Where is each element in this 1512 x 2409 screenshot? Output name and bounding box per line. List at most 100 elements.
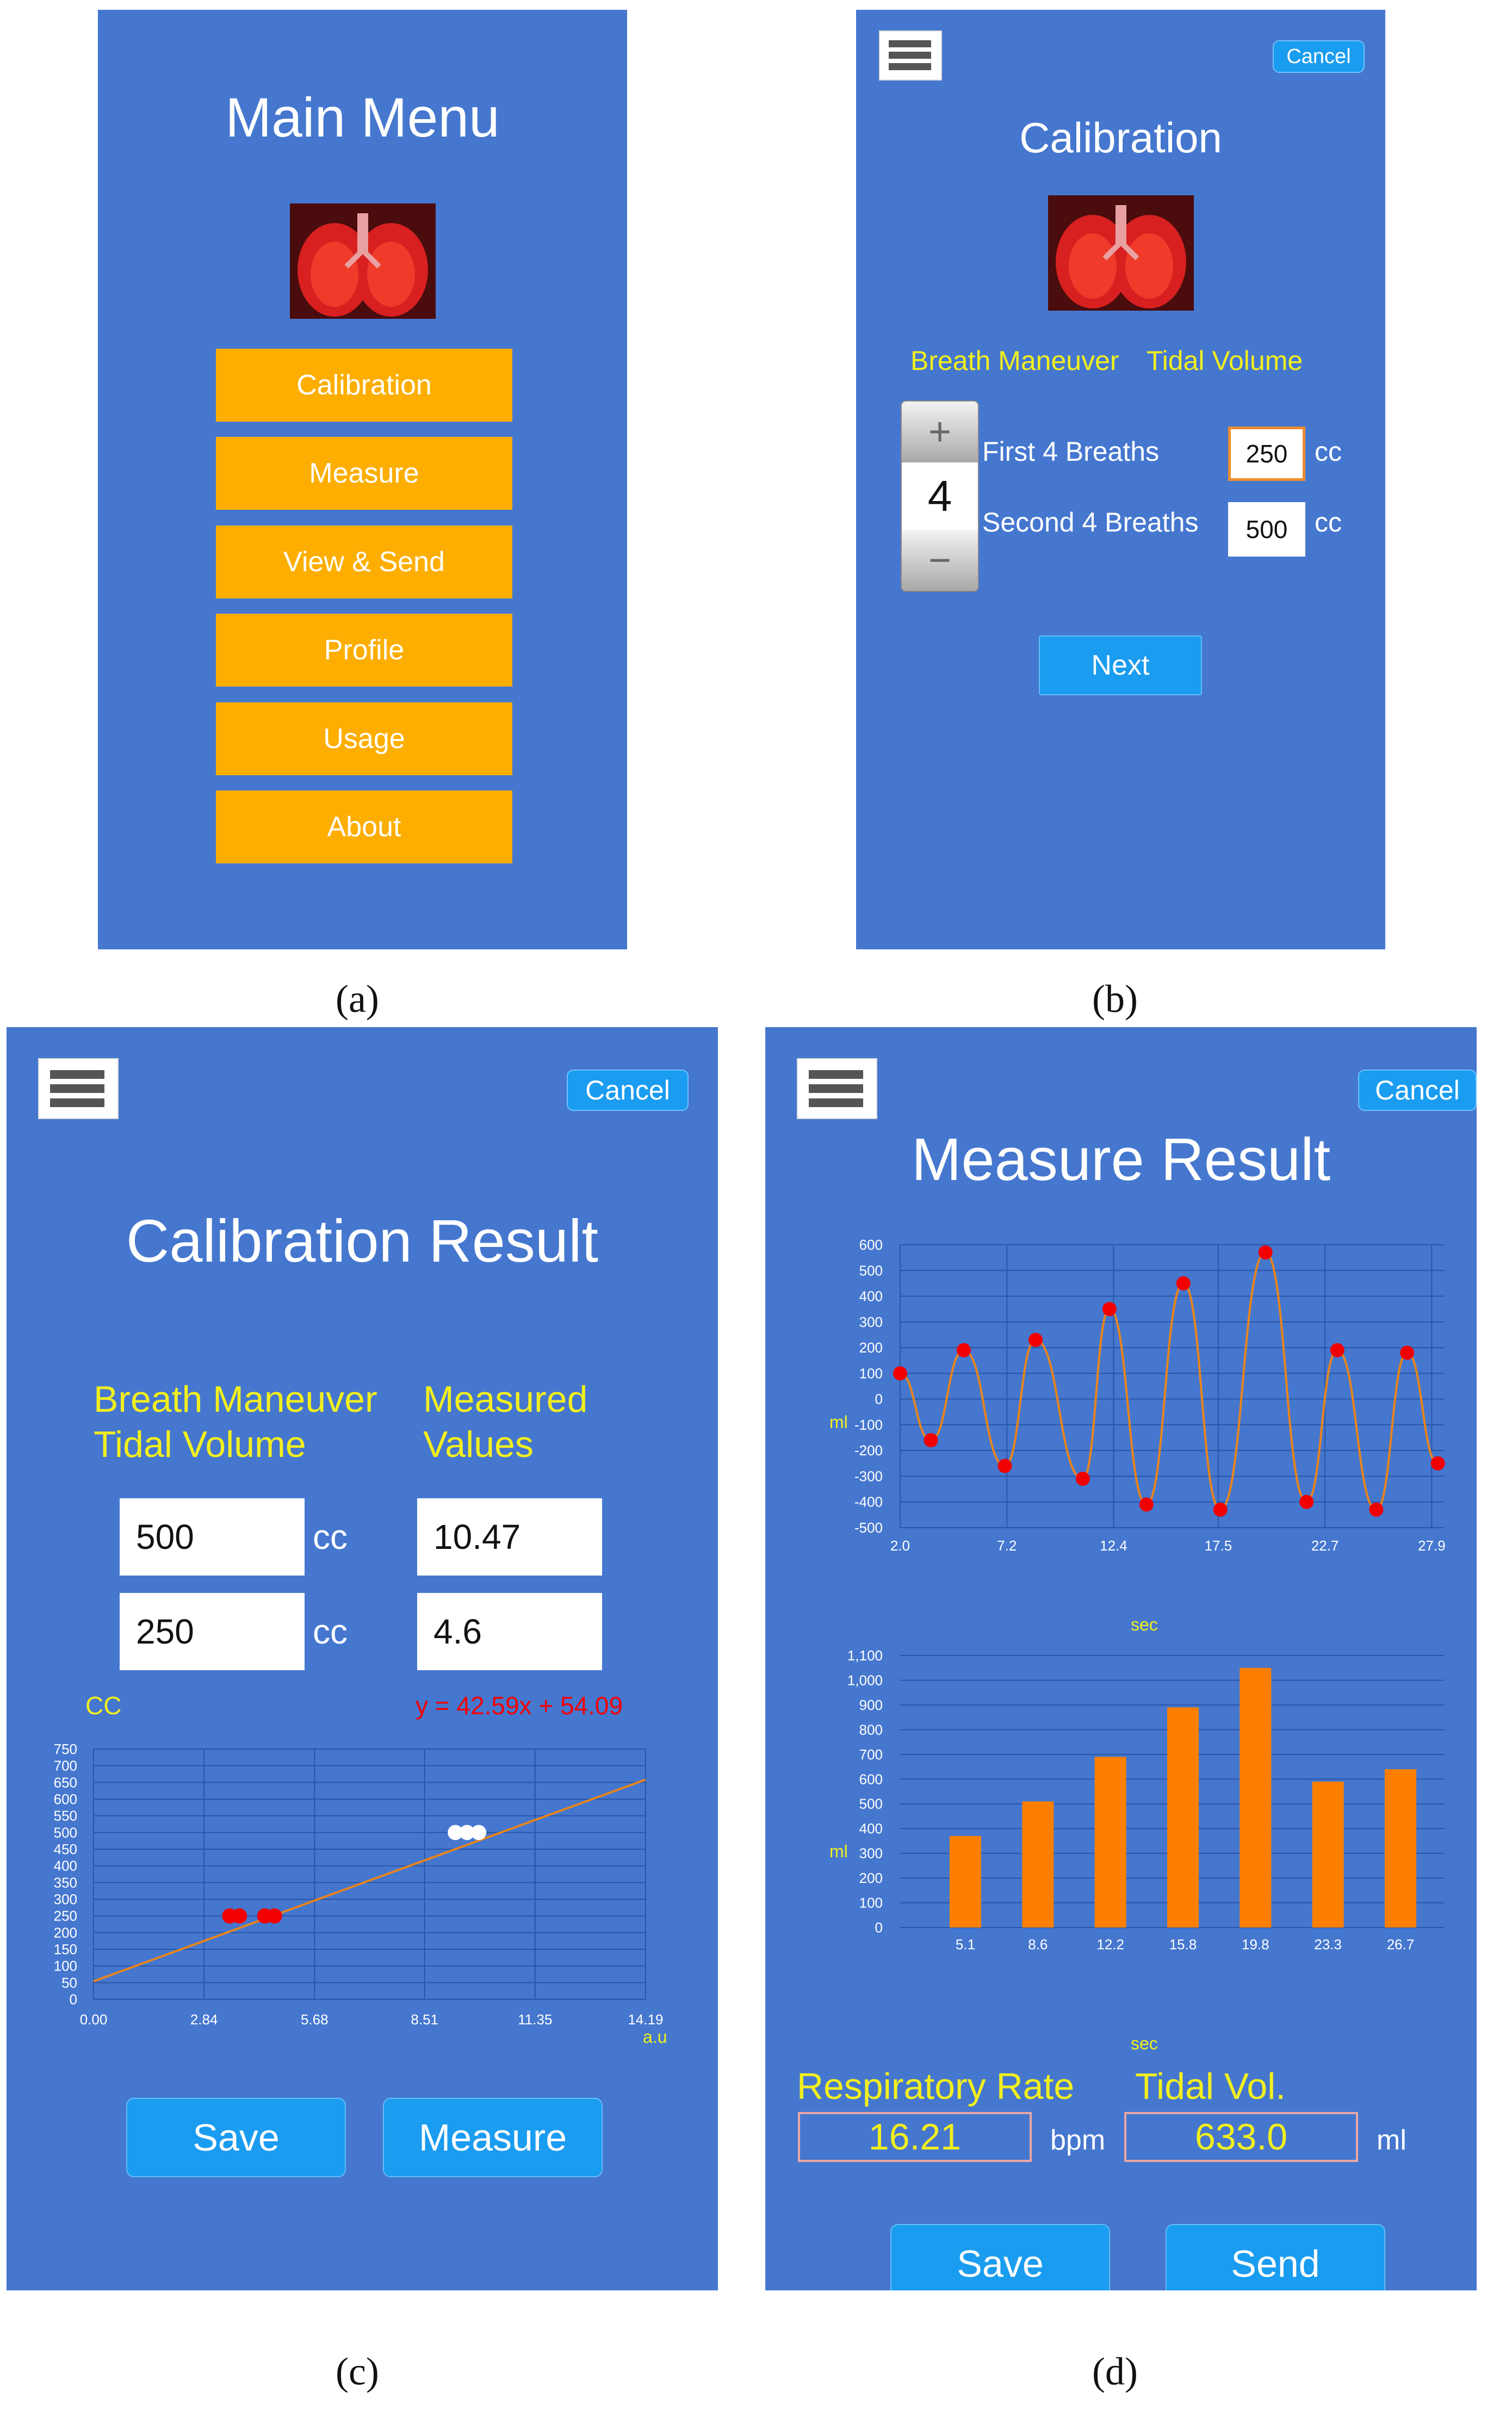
bar [1167, 1707, 1199, 1928]
extremum-point [1139, 1497, 1154, 1512]
bar-y-label: ml [829, 1842, 848, 1861]
y-tick-label: 200 [859, 1870, 883, 1886]
waveform-x-label: sec [1131, 1615, 1158, 1634]
bar-x-label: sec [1131, 2034, 1158, 2053]
about-button[interactable]: About [216, 790, 512, 863]
second-breaths-label: Second 4 Breaths [982, 507, 1199, 538]
view-send-button[interactable]: View & Send [216, 526, 512, 598]
bar [1094, 1757, 1126, 1928]
volume-input-1[interactable]: 500 [120, 1498, 305, 1576]
caption-a: (a) [336, 977, 379, 1021]
measure-button[interactable]: Measure [216, 437, 512, 510]
decrement-button[interactable]: − [902, 530, 978, 591]
y-tick-label: 100 [54, 1958, 77, 1974]
y-tick-label: 450 [54, 1841, 77, 1857]
y-tick-label: -200 [854, 1442, 883, 1459]
menu-icon[interactable] [879, 30, 942, 81]
ml-unit: ml [1377, 2124, 1406, 2156]
y-tick-label: 900 [859, 1697, 883, 1713]
data-point [267, 1908, 282, 1924]
data-point [232, 1908, 247, 1924]
y-tick-label: 100 [859, 1365, 883, 1381]
x-tick-label: 7.2 [997, 1537, 1017, 1554]
x-tick-label: 0.00 [80, 2011, 108, 2028]
y-tick-label: 650 [54, 1774, 77, 1790]
breathing-waveform-chart: 600 500 400 300 200 100 0 -100 -200 -300 -400 -500 2… [854, 1237, 1446, 1554]
menu-icon[interactable] [797, 1058, 877, 1119]
extremum-point [924, 1433, 938, 1448]
page-title: Main Menu [225, 87, 500, 149]
x-tick-label: 22.7 [1311, 1537, 1339, 1554]
usage-button[interactable]: Usage [216, 702, 512, 775]
extremum-point [1102, 1302, 1117, 1317]
y-tick-label: 1,000 [847, 1672, 883, 1688]
y-tick-label: 300 [54, 1891, 77, 1907]
y-tick-label: 700 [54, 1758, 77, 1774]
calibration-button[interactable]: Calibration [216, 349, 512, 422]
y-tick-label: 1,100 [847, 1647, 883, 1664]
breath-count-stepper[interactable]: + 4 − [901, 400, 979, 592]
x-tick-label: 5.68 [301, 2011, 329, 2028]
y-tick-label: 0 [875, 1919, 883, 1936]
fit-line [93, 1778, 646, 1982]
menu-icon[interactable] [38, 1058, 119, 1119]
bar [1385, 1769, 1416, 1928]
x-tick-label: 15.8 [1169, 1936, 1197, 1953]
y-tick-label: 400 [859, 1288, 883, 1305]
profile-button[interactable]: Profile [216, 614, 512, 687]
extremum-point [1176, 1276, 1191, 1290]
unit-label: cc [1315, 436, 1342, 467]
save-button[interactable]: Save [890, 2224, 1110, 2290]
bar [1240, 1667, 1272, 1928]
extremum-point [1400, 1345, 1415, 1360]
y-tick-label: 0 [875, 1391, 883, 1407]
caption-d: (d) [1092, 2350, 1138, 2393]
heading-tidal-volume: Tidal Volume [1147, 345, 1303, 376]
y-tick-label: 150 [54, 1941, 77, 1957]
y-tick-label: -500 [854, 1519, 883, 1536]
data-point [471, 1825, 487, 1840]
measure-button[interactable]: Measure [383, 2098, 603, 2177]
x-tick-label: 11.35 [518, 2011, 552, 2028]
tidal-volume-value: 633.0 [1124, 2112, 1358, 2162]
respiratory-rate-value: 16.21 [798, 2112, 1032, 2162]
save-button[interactable]: Save [126, 2098, 346, 2177]
lungs-image [1048, 195, 1194, 311]
increment-button[interactable]: + [902, 402, 978, 462]
x-axis-unit: a.u [643, 2027, 667, 2047]
main-menu-screen: Main Menu Calibration Measure View & Sen… [98, 10, 627, 949]
caption-b: (b) [1092, 977, 1138, 1021]
extremum-point [997, 1459, 1012, 1473]
heading-tidal-volume: Tidal Volume [94, 1424, 306, 1465]
x-tick-label: 8.51 [411, 2011, 438, 2028]
page-title: Calibration [1019, 114, 1222, 162]
page-title: Measure Result [911, 1126, 1331, 1193]
next-button[interactable]: Next [1039, 635, 1202, 695]
y-tick-label: -400 [854, 1494, 883, 1510]
y-tick-label: 100 [859, 1895, 883, 1911]
x-tick-label: 23.3 [1314, 1936, 1342, 1953]
measured-input-2[interactable]: 4.6 [417, 1593, 602, 1670]
extremum-point [1369, 1502, 1384, 1517]
x-tick-label: 8.6 [1028, 1936, 1048, 1953]
y-tick-label: 200 [54, 1924, 77, 1941]
unit-label: cc [1315, 507, 1342, 538]
x-tick-label: 27.9 [1418, 1537, 1446, 1554]
y-tick-label: -100 [854, 1417, 883, 1433]
y-tick-label: 300 [859, 1314, 883, 1330]
extremum-point [1213, 1502, 1228, 1517]
first-breaths-input[interactable]: 250 [1228, 427, 1305, 481]
x-tick-label: 2.0 [890, 1537, 910, 1554]
waveform-y-label: ml [829, 1412, 848, 1432]
cancel-button[interactable]: Cancel [1273, 40, 1365, 73]
cancel-button[interactable]: Cancel [1358, 1070, 1477, 1111]
x-tick-label: 19.8 [1242, 1936, 1269, 1953]
cancel-button[interactable]: Cancel [567, 1070, 689, 1111]
respiratory-rate-label: Respiratory Rate [797, 2066, 1075, 2107]
send-button[interactable]: Send [1166, 2224, 1385, 2290]
bar [950, 1836, 981, 1928]
y-tick-label: 0 [70, 1991, 77, 2008]
second-breaths-input[interactable]: 500 [1228, 502, 1305, 557]
volume-input-2[interactable]: 250 [120, 1593, 305, 1670]
measured-input-1[interactable]: 10.47 [417, 1498, 602, 1576]
